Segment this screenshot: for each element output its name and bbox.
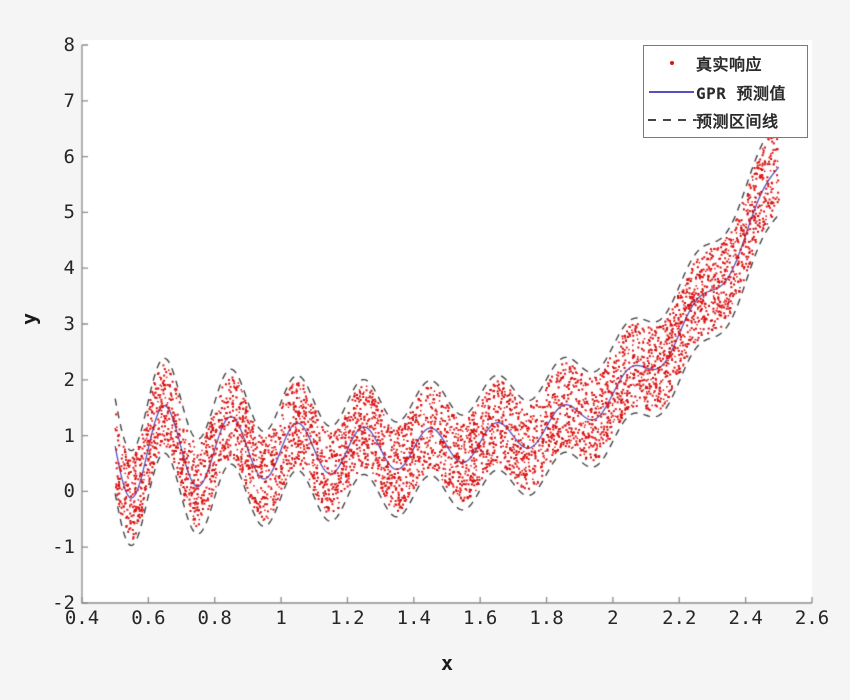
x-tick-label: 1.8	[529, 607, 564, 629]
x-tick-label: 1.4	[396, 607, 431, 629]
y-tick-label: 7	[63, 89, 75, 112]
blue-line-icon	[649, 90, 694, 93]
y-axis-label: y	[17, 312, 41, 326]
legend-label-interval: 预测区间线	[696, 112, 779, 132]
x-tick-label: 0.4	[64, 607, 100, 629]
y-tick-label: 1	[63, 424, 75, 447]
y-tick-label: -2	[52, 592, 75, 614]
y-tick-label: 2	[63, 368, 75, 391]
dashed-line-icon	[647, 119, 696, 122]
x-tick-label: 2.6	[794, 607, 830, 629]
dashed-line-marker-icon	[644, 119, 696, 122]
legend-label-true-response: 真实响应	[696, 54, 763, 74]
x-tick-label: 2	[607, 607, 619, 629]
x-tick-label: 1	[275, 607, 287, 629]
legend-row-true-response: 真实响应	[644, 49, 807, 77]
legend-row-interval: 预测区间线	[644, 106, 807, 134]
legend-label-gpr-mean: GPR 预测值	[696, 83, 787, 103]
legend: 真实响应 GPR 预测值 预测区间线	[643, 45, 808, 138]
y-tick-label: -1	[52, 536, 75, 559]
y-tick-label: 3	[63, 313, 75, 335]
x-tick-label: 0.8	[197, 607, 232, 629]
x-tick-label: 0.6	[131, 607, 166, 629]
legend-row-gpr-mean: GPR 预测值	[644, 78, 807, 106]
x-tick-label: 1.2	[330, 607, 365, 629]
y-tick-label: 4	[63, 257, 75, 280]
y-tick-label: 6	[63, 145, 75, 168]
x-tick-label: 2.4	[728, 607, 763, 629]
y-tick-label: 0	[63, 480, 75, 503]
x-tick-label: 1.6	[463, 607, 498, 629]
y-tick-label: 5	[63, 201, 75, 224]
y-tick-label: 8	[63, 34, 75, 56]
scatter-dot-marker-icon	[644, 60, 696, 65]
solid-line-marker-icon	[644, 90, 696, 93]
x-tick-label: 2.2	[662, 607, 697, 629]
x-axis-label: x	[440, 651, 454, 675]
red-dot-icon	[669, 60, 674, 65]
